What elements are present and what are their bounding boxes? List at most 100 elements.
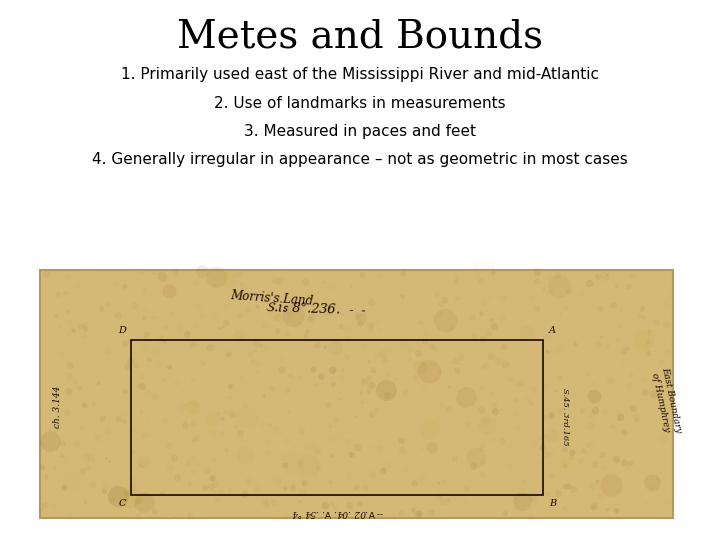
Point [468, 364, 480, 373]
Point [336, 309, 347, 318]
Point [512, 379, 523, 387]
Point [183, 479, 194, 488]
Point [475, 406, 487, 415]
Point [130, 396, 142, 404]
Point [523, 491, 534, 500]
Point [625, 370, 636, 379]
Point [78, 330, 89, 339]
Text: 3. Measured in paces and feet: 3. Measured in paces and feet [244, 124, 476, 139]
Point [299, 330, 310, 339]
Point [219, 408, 230, 416]
Point [82, 456, 94, 464]
Point [182, 458, 194, 467]
Point [415, 362, 426, 371]
Point [138, 456, 149, 465]
Point [536, 442, 548, 451]
Point [355, 380, 366, 389]
Point [120, 339, 131, 347]
Point [559, 459, 570, 468]
Point [136, 490, 148, 498]
Point [378, 355, 390, 363]
Point [112, 310, 124, 319]
Point [206, 482, 217, 490]
Point [192, 301, 204, 310]
Point [238, 363, 250, 372]
Point [428, 344, 440, 353]
Point [346, 281, 357, 290]
Point [294, 373, 305, 381]
Point [269, 424, 280, 433]
Point [171, 473, 183, 482]
Point [610, 506, 621, 515]
Point [84, 498, 95, 507]
Point [485, 315, 497, 324]
Point [213, 323, 225, 332]
Point [322, 431, 333, 440]
Point [541, 347, 552, 355]
Point [647, 389, 659, 398]
Point [257, 394, 269, 403]
Point [562, 336, 573, 345]
Point [455, 353, 467, 361]
Point [615, 305, 626, 313]
Point [377, 349, 389, 358]
Point [110, 300, 122, 309]
Point [564, 505, 576, 514]
Point [194, 450, 206, 458]
Point [558, 504, 570, 512]
Point [492, 357, 504, 366]
Point [219, 301, 230, 309]
Point [373, 444, 384, 453]
Point [237, 436, 248, 445]
Point [191, 434, 202, 443]
Point [499, 508, 510, 516]
Point [235, 428, 246, 437]
Point [141, 414, 153, 423]
Point [570, 340, 581, 349]
Point [577, 405, 588, 414]
Point [562, 379, 574, 387]
Point [608, 501, 620, 510]
Point [606, 422, 617, 431]
Point [190, 278, 202, 287]
Point [35, 444, 46, 453]
Point [498, 293, 509, 301]
Point [281, 435, 292, 444]
Point [96, 477, 108, 485]
Point [606, 481, 617, 490]
Point [577, 444, 589, 453]
Point [404, 345, 415, 353]
Point [342, 437, 354, 445]
Point [217, 323, 229, 332]
Point [505, 419, 517, 428]
Point [61, 273, 73, 281]
Point [269, 508, 281, 517]
Point [601, 341, 613, 350]
Point [529, 440, 541, 448]
Point [624, 459, 636, 468]
Point [549, 347, 560, 355]
Point [588, 348, 600, 357]
Point [596, 450, 608, 458]
Point [269, 326, 280, 334]
Point [333, 431, 344, 440]
Point [126, 475, 138, 483]
Point [524, 512, 536, 521]
Point [260, 408, 271, 416]
Point [652, 474, 663, 483]
Point [176, 404, 187, 413]
Point [527, 492, 539, 501]
Point [280, 347, 292, 355]
Point [366, 411, 378, 420]
Point [220, 446, 232, 454]
Point [562, 482, 574, 490]
Point [348, 450, 359, 459]
Point [76, 467, 88, 475]
Point [518, 477, 530, 485]
Point [396, 435, 408, 444]
Point [56, 439, 68, 448]
Point [274, 267, 286, 275]
Point [639, 354, 651, 363]
Point [583, 279, 595, 288]
Point [284, 370, 296, 379]
